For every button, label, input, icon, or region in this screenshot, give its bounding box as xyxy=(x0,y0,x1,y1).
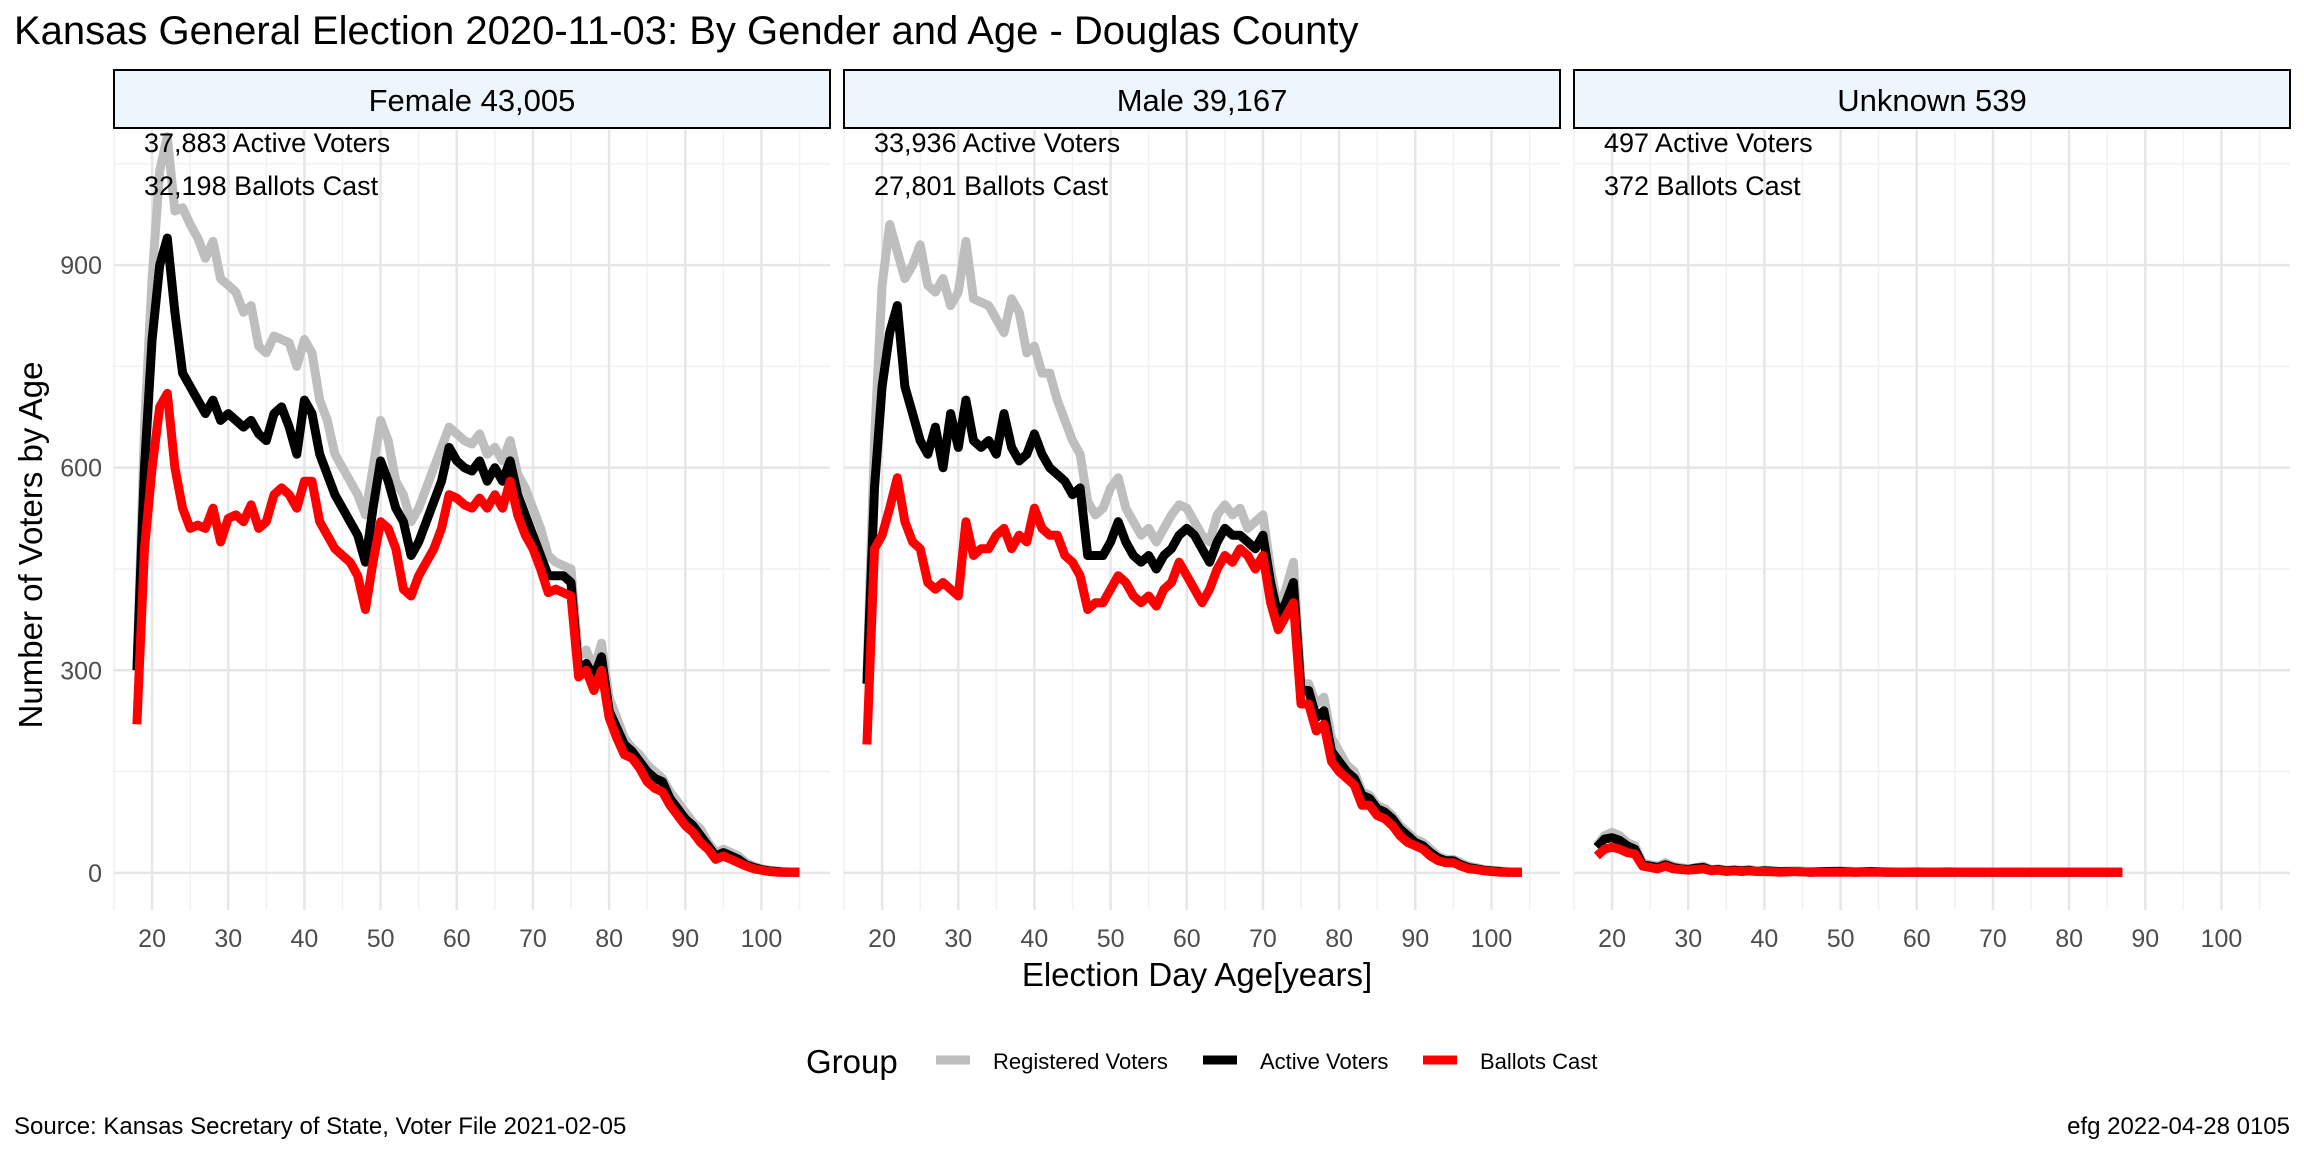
x-tick-label: 60 xyxy=(1173,925,1201,953)
x-tick-label: 90 xyxy=(2131,925,2159,953)
facet-strip-label: Unknown 539 xyxy=(1837,83,2027,118)
x-tick-label: 70 xyxy=(1249,925,1277,953)
x-tick-label: 60 xyxy=(1903,925,1931,953)
facet-strip xyxy=(113,69,831,129)
x-tick-label: 100 xyxy=(2201,925,2243,953)
panel-1: Male 39,167 33,936 Active Voters 27,801 Ba… xyxy=(843,69,1561,953)
chart-title: Kansas General Election 2020-11-03: By G… xyxy=(14,9,1359,53)
credit-caption: efg 2022-04-28 0105 xyxy=(2067,1113,2290,1140)
y-tick-label: 600 xyxy=(60,455,102,483)
panel-annotation: 497 Active Voters xyxy=(1604,128,1813,158)
panel-grid xyxy=(1573,130,2290,910)
series-line-ballots-cast xyxy=(132,388,800,877)
facet-strip-label: Female 43,005 xyxy=(369,83,576,118)
legend-label: Registered Voters xyxy=(993,1049,1168,1074)
x-tick-label: 100 xyxy=(741,925,783,953)
source-caption: Source: Kansas Secretary of State, Voter… xyxy=(14,1113,626,1140)
y-tick-label: 900 xyxy=(60,252,102,280)
y-tick-label: 0 xyxy=(88,860,102,888)
x-tick-label: 60 xyxy=(443,925,471,953)
series-line-active-voters xyxy=(132,233,800,877)
x-tick-label: 80 xyxy=(1325,925,1353,953)
x-tick-label: 40 xyxy=(1021,925,1049,953)
panel-annotation: 37,883 Active Voters xyxy=(144,128,390,158)
x-tick-label: 20 xyxy=(138,925,166,953)
facet-strip xyxy=(1573,69,2291,129)
y-tick-labels: 0 300 600 900 xyxy=(60,252,102,888)
x-tick-label: 50 xyxy=(367,925,395,953)
panel-grid xyxy=(843,130,1560,910)
panel-annotation: 32,198 Ballots Cast xyxy=(144,171,379,201)
panel-2: Unknown 539 497 Active Voters 372 Ballots … xyxy=(1573,69,2291,953)
x-tick-label: 70 xyxy=(1979,925,2007,953)
facet-strip xyxy=(843,69,1561,129)
series-line-ballots-cast xyxy=(1593,842,2123,877)
y-axis-title: Number of Voters by Age xyxy=(12,362,49,729)
legend-title: Group xyxy=(806,1043,898,1080)
x-tick-label: 30 xyxy=(944,925,972,953)
panel-grid xyxy=(113,130,830,910)
x-tick-label: 40 xyxy=(291,925,319,953)
x-tick-label: 100 xyxy=(1471,925,1513,953)
x-tick-label: 40 xyxy=(1751,925,1779,953)
x-tick-label: 30 xyxy=(1674,925,1702,953)
y-axis-label: Number of Voters by Age xyxy=(12,362,49,729)
x-tick-label: 50 xyxy=(1827,925,1855,953)
x-tick-label: 20 xyxy=(868,925,896,953)
x-tick-label: 80 xyxy=(2055,925,2083,953)
panel-0: Female 43,005 37,883 Active Voters 32,198 … xyxy=(113,69,831,953)
x-tick-label: 70 xyxy=(519,925,547,953)
panel-annotation: 27,801 Ballots Cast xyxy=(874,171,1109,201)
x-tick-label: 90 xyxy=(1401,925,1429,953)
panel-annotation: 372 Ballots Cast xyxy=(1604,171,1801,201)
legend-label: Ballots Cast xyxy=(1480,1049,1597,1074)
facet-panels: Female 43,005 37,883 Active Voters 32,198 … xyxy=(60,69,2291,953)
legend-label: Active Voters xyxy=(1260,1049,1388,1074)
legend: Group Registered Voters Active Voters Ball… xyxy=(806,1043,1597,1080)
x-tick-label: 90 xyxy=(671,925,699,953)
series-line-ballots-cast xyxy=(862,473,1522,877)
x-axis-title: Election Day Age[years] xyxy=(1022,956,1372,993)
x-tick-label: 30 xyxy=(214,925,242,953)
facet-strip-label: Male 39,167 xyxy=(1117,83,1288,118)
y-tick-label: 300 xyxy=(60,657,102,685)
x-tick-label: 50 xyxy=(1097,925,1125,953)
x-tick-label: 20 xyxy=(1598,925,1626,953)
panel-annotation: 33,936 Active Voters xyxy=(874,128,1120,158)
x-tick-label: 80 xyxy=(595,925,623,953)
